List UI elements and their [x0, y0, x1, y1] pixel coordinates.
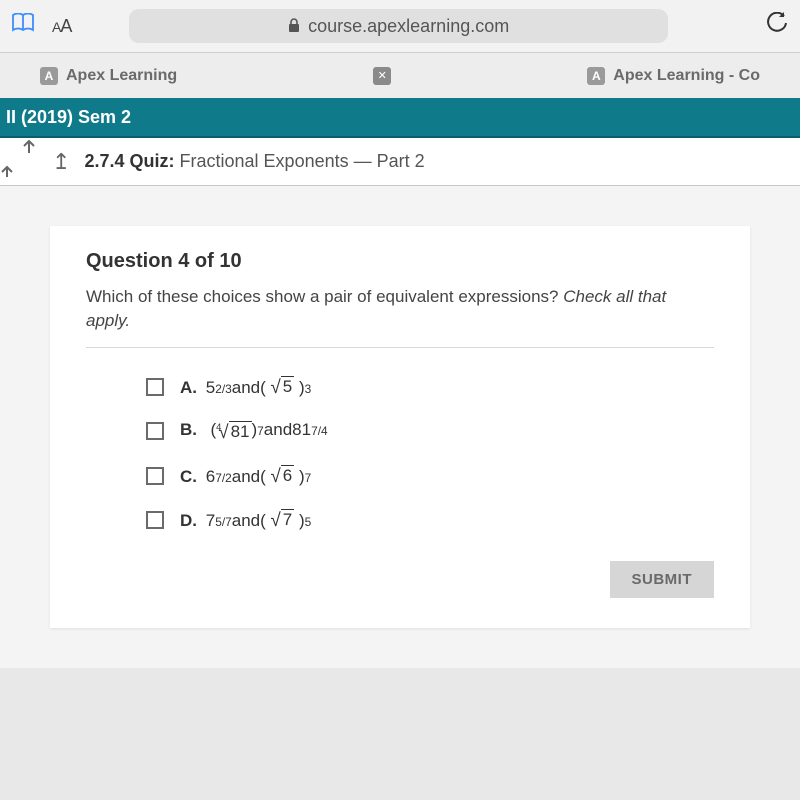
content-area: Question 4 of 10 Which of these choices … [0, 186, 800, 668]
question-text: Which of these choices show a pair of eq… [86, 285, 714, 333]
favicon-icon: A [40, 67, 58, 85]
checkbox-c[interactable] [146, 467, 164, 485]
breadcrumb-title: Fractional Exponents — Part 2 [180, 151, 425, 171]
book-icon[interactable] [12, 12, 34, 40]
tab-apex-learning-co[interactable]: A Apex Learning - Co [587, 67, 760, 85]
option-c-expression: C. 67/2 and ( √6 )7 [180, 465, 311, 487]
option-d-expression: D. 75/7 and ( √7 )5 [180, 509, 311, 531]
options-list: A. 52/3 and ( √5 )3 B. (4√81)7 and 817/4 [86, 376, 714, 531]
close-tab-icon[interactable]: ✕ [373, 67, 391, 85]
lock-icon [288, 18, 300, 35]
tabs-row: A Apex Learning ✕ A Apex Learning - Co [0, 52, 800, 98]
question-card: Question 4 of 10 Which of these choices … [50, 226, 750, 628]
checkbox-b[interactable] [146, 422, 164, 440]
question-prompt: Which of these choices show a pair of eq… [86, 287, 558, 306]
option-b-expression: B. (4√81)7 and 817/4 [180, 420, 328, 443]
url-bar[interactable]: course.apexlearning.com [129, 9, 668, 43]
tab-title: Apex Learning [66, 67, 177, 85]
tab-title: Apex Learning - Co [613, 67, 760, 85]
checkbox-a[interactable] [146, 378, 164, 396]
question-label: Question 4 of 10 [86, 250, 714, 273]
back-icon[interactable] [20, 138, 38, 185]
divider [86, 347, 714, 348]
option-c[interactable]: C. 67/2 and ( √6 )7 [146, 465, 714, 487]
breadcrumb-type: Quiz: [130, 151, 175, 171]
course-title-fragment: II (2019) Sem 2 [6, 107, 131, 128]
checkbox-d[interactable] [146, 511, 164, 529]
favicon-icon: A [587, 67, 605, 85]
breadcrumb: ↥ 2.7.4 Quiz: Fractional Exponents — Par… [0, 138, 800, 186]
submit-row: SUBMIT [86, 561, 714, 598]
submit-button[interactable]: SUBMIT [610, 561, 715, 598]
refresh-icon[interactable] [766, 12, 788, 40]
url-text: course.apexlearning.com [308, 16, 509, 37]
option-b[interactable]: B. (4√81)7 and 817/4 [146, 420, 714, 443]
option-a[interactable]: A. 52/3 and ( √5 )3 [146, 376, 714, 398]
back-arrow-icon[interactable]: ↥ [52, 149, 70, 175]
breadcrumb-number: 2.7.4 [84, 151, 124, 171]
tab-apex-learning[interactable]: A Apex Learning [40, 67, 177, 85]
course-header: II (2019) Sem 2 [0, 98, 800, 138]
option-a-expression: A. 52/3 and ( √5 )3 [180, 376, 311, 398]
option-d[interactable]: D. 75/7 and ( √7 )5 [146, 509, 714, 531]
text-size-control[interactable]: AA [52, 16, 71, 37]
browser-bar: AA course.apexlearning.com [0, 0, 800, 52]
